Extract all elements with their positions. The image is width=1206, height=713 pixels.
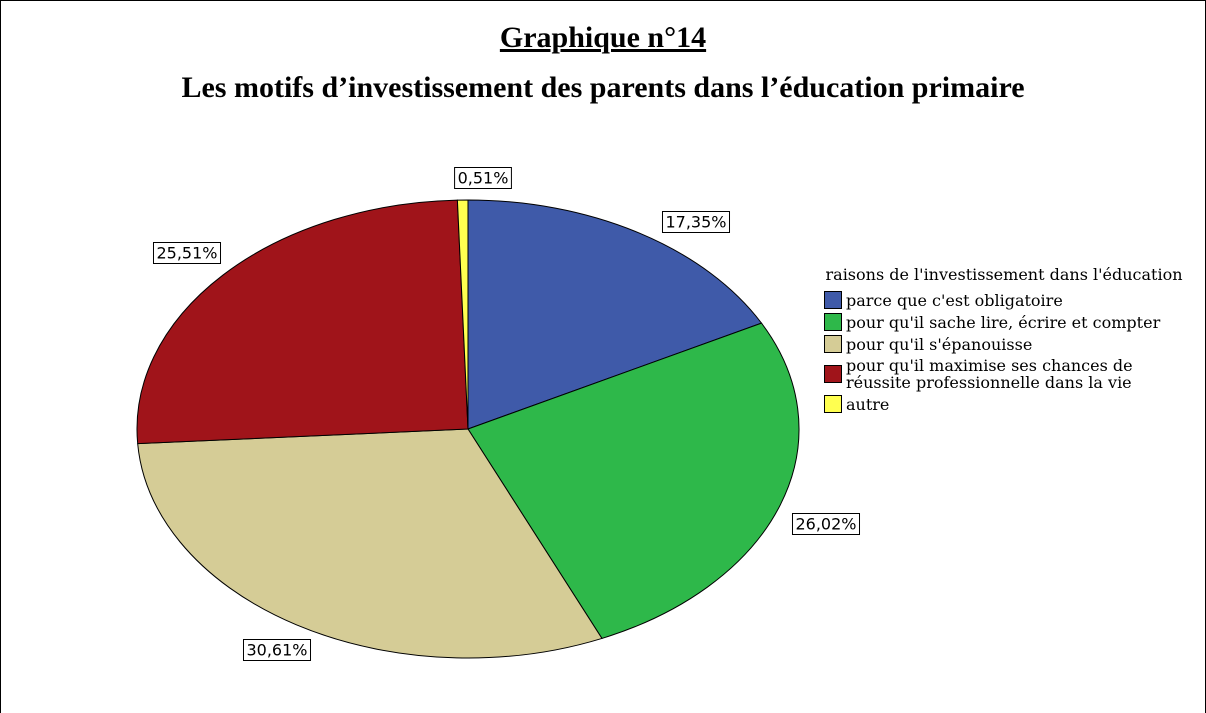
data-label: 30,61% xyxy=(246,641,307,660)
chart-subtitle: Les motifs d’investissement des parents … xyxy=(181,71,1025,104)
data-label-frame xyxy=(661,211,731,233)
pie-slice xyxy=(467,199,763,430)
legend: raisons de l'investissement dans l'éduca… xyxy=(824,263,1204,417)
chart-title: Graphique n°14 xyxy=(499,21,707,54)
pie-slice xyxy=(467,322,800,640)
legend-entry: pour qu'il sache lire, écrire et compter xyxy=(824,313,1204,331)
legend-entry: parce que c'est obligatoire xyxy=(824,291,1204,309)
legend-swatch xyxy=(824,335,842,353)
data-label-box: 17,35% xyxy=(661,211,731,233)
data-label-frame xyxy=(242,639,312,661)
legend-label: pour qu'il sache lire, écrire et compter xyxy=(846,312,1161,332)
data-label-frame xyxy=(791,513,861,535)
legend-entry: pour qu'il s'épanouisse xyxy=(824,335,1204,353)
legend-label: pour qu'il maximise ses chances de réuss… xyxy=(846,356,1133,392)
legend-swatch xyxy=(824,395,842,413)
data-label-frame xyxy=(152,242,222,264)
legend-label: parce que c'est obligatoire xyxy=(846,290,1063,310)
legend-label: autre xyxy=(846,394,890,414)
pie-slice xyxy=(137,428,603,659)
data-label: 0,51% xyxy=(458,169,509,188)
legend-swatch xyxy=(824,313,842,331)
legend-swatch xyxy=(824,291,842,309)
data-label: 17,35% xyxy=(665,213,726,232)
legend-entry: autre xyxy=(824,395,1204,413)
legend-label: pour qu'il s'épanouisse xyxy=(846,334,1033,354)
pie-slice xyxy=(456,199,469,430)
legend-swatch xyxy=(824,365,842,383)
data-label-frame xyxy=(454,167,512,189)
data-label-box: 26,02% xyxy=(791,513,861,535)
data-label-box: 30,61% xyxy=(242,639,312,661)
legend-title: raisons de l'investissement dans l'éduca… xyxy=(825,265,1183,284)
data-label-box: 0,51% xyxy=(454,167,512,189)
pie-slice xyxy=(136,199,469,445)
data-label: 25,51% xyxy=(156,244,217,263)
data-label: 26,02% xyxy=(795,515,856,534)
legend-entry: pour qu'il maximise ses chances de réuss… xyxy=(824,357,1204,391)
data-label-box: 25,51% xyxy=(152,242,222,264)
